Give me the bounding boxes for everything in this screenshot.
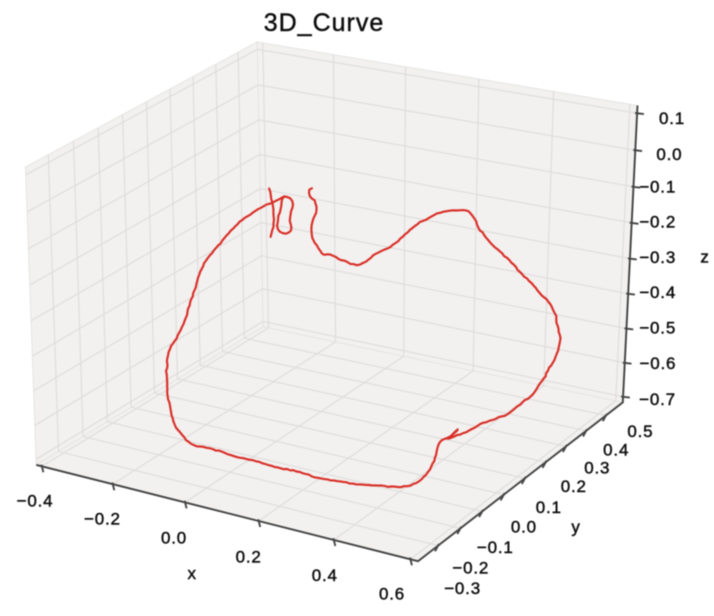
svg-text:z: z xyxy=(700,248,709,267)
svg-text:0.5: 0.5 xyxy=(627,422,653,441)
svg-text:−0.2: −0.2 xyxy=(84,510,121,529)
svg-text:0.4: 0.4 xyxy=(603,441,629,460)
svg-text:−0.1: −0.1 xyxy=(477,538,514,557)
svg-text:0.3: 0.3 xyxy=(584,459,610,478)
svg-text:−0.5: −0.5 xyxy=(639,319,676,338)
svg-text:−0.1: −0.1 xyxy=(639,178,676,197)
svg-text:−0.3: −0.3 xyxy=(444,579,481,598)
svg-text:0.2: 0.2 xyxy=(561,477,587,496)
svg-text:y: y xyxy=(571,518,580,537)
svg-text:−0.4: −0.4 xyxy=(639,283,676,302)
svg-text:0.1: 0.1 xyxy=(536,498,562,517)
svg-text:−0.2: −0.2 xyxy=(639,213,676,232)
svg-text:0.4: 0.4 xyxy=(312,566,338,585)
svg-text:3D_Curve: 3D_Curve xyxy=(264,9,385,37)
svg-text:−0.2: −0.2 xyxy=(452,558,489,577)
svg-text:0.0: 0.0 xyxy=(656,145,682,164)
svg-text:0.1: 0.1 xyxy=(659,109,685,128)
svg-text:0.0: 0.0 xyxy=(161,529,187,548)
svg-text:0.2: 0.2 xyxy=(236,547,262,566)
svg-text:−0.6: −0.6 xyxy=(640,354,677,373)
svg-text:x: x xyxy=(187,564,196,583)
svg-text:0.0: 0.0 xyxy=(511,518,537,537)
svg-text:−0.4: −0.4 xyxy=(17,492,54,511)
svg-text:−0.7: −0.7 xyxy=(639,390,676,409)
svg-text:−0.3: −0.3 xyxy=(639,248,676,267)
svg-text:0.6: 0.6 xyxy=(379,585,405,604)
